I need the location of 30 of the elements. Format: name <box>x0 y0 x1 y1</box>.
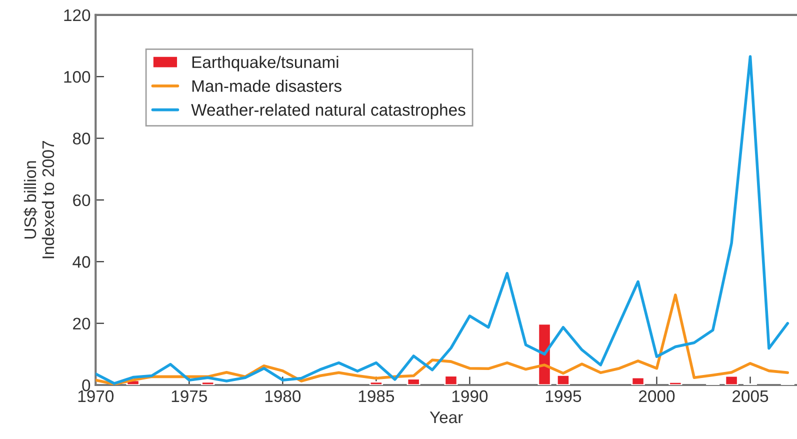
bar <box>556 374 570 385</box>
line-series <box>96 55 790 385</box>
y-axis-title: US$ billion Indexed to 2007 <box>24 141 54 258</box>
x-tick-label: 2005 <box>732 390 768 402</box>
x-tick-label: 1985 <box>358 390 394 402</box>
y-tick-label: 120 <box>64 9 90 22</box>
bar <box>668 382 682 385</box>
bar <box>201 381 215 385</box>
y-tick-label: 40 <box>72 256 90 268</box>
bar <box>369 381 383 385</box>
bar <box>724 375 738 385</box>
y-tick-label: 60 <box>73 194 90 206</box>
legend-label: Weather-related natural catastrophes <box>191 104 466 120</box>
y-tick-label: 80 <box>72 132 90 144</box>
bar <box>406 378 420 385</box>
legend-label: Earthquake/tsunami <box>192 56 338 72</box>
x-tick-label: 1990 <box>452 390 488 402</box>
x-tick-label: 1980 <box>265 390 301 402</box>
y-tick-label: 0 <box>82 379 90 392</box>
legend-label: Man-made disasters <box>192 80 342 92</box>
x-tick-label: 1970 <box>78 390 114 402</box>
bar <box>631 376 645 385</box>
x-tick-label: 1995 <box>546 390 582 402</box>
line-series <box>96 294 790 385</box>
y-tick-label: 100 <box>64 71 90 83</box>
x-tick-label: 2000 <box>639 390 675 402</box>
y-tick-label: 20 <box>73 318 90 330</box>
bar <box>444 375 458 385</box>
x-axis-title: Year <box>430 412 463 424</box>
x-tick-label: 1975 <box>172 390 207 402</box>
